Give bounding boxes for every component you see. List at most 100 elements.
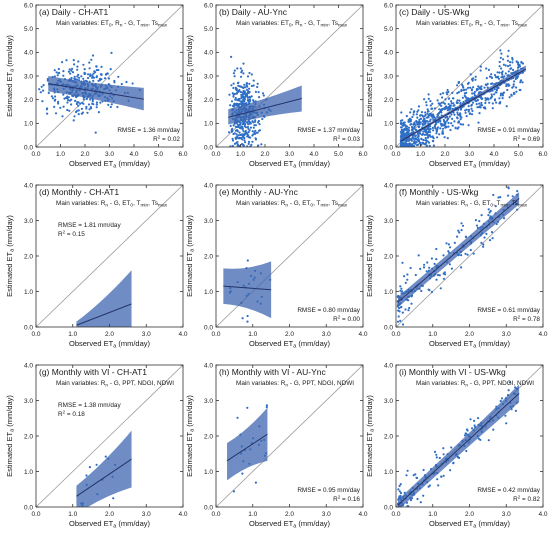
r2-label: R2 = 0.02: [153, 135, 180, 144]
x-tick-label: 2.0: [105, 331, 114, 338]
data-point: [456, 116, 459, 119]
data-point: [495, 89, 498, 92]
data-point: [233, 122, 236, 125]
data-point: [464, 432, 467, 435]
x-tick-label: 1.0: [248, 511, 257, 518]
data-point: [422, 468, 425, 472]
data-point: [487, 439, 490, 442]
data-point: [403, 144, 406, 147]
data-point: [416, 476, 419, 480]
data-point: [500, 76, 503, 79]
data-point: [438, 456, 441, 460]
data-point: [397, 309, 400, 312]
data-point: [243, 139, 246, 142]
data-point: [452, 104, 455, 107]
data-point: [488, 211, 491, 214]
data-point: [425, 144, 428, 147]
y-tick-label: 4.0: [24, 362, 33, 369]
data-point: [231, 137, 234, 140]
y-tick-label: 1.0: [204, 469, 213, 476]
data-point: [475, 224, 479, 227]
data-point: [57, 100, 60, 103]
panel-title: (a) Daily - CH-AT1: [39, 7, 109, 17]
data-point: [435, 278, 438, 281]
data-point: [410, 302, 413, 305]
data-point: [451, 117, 454, 120]
data-point: [500, 52, 503, 55]
data-point: [499, 94, 502, 97]
data-point: [429, 104, 432, 107]
y-axis-label: Estimated ETa (mm/day): [365, 35, 376, 117]
x-tick-label: 5.0: [514, 151, 523, 158]
data-point: [498, 65, 501, 68]
data-point: [265, 406, 268, 409]
data-point: [414, 473, 417, 476]
x-tick-label: 4.0: [538, 511, 547, 518]
data-point: [254, 119, 257, 122]
data-point: [77, 104, 80, 107]
data-point: [47, 91, 50, 95]
data-point: [480, 88, 483, 91]
data-point: [258, 123, 261, 126]
data-point: [407, 128, 410, 131]
data-point: [239, 122, 242, 125]
data-point: [89, 73, 92, 76]
data-point: [476, 106, 479, 109]
data-point: [227, 131, 231, 134]
x-tick-label: 1.0: [248, 331, 257, 338]
data-point: [417, 109, 420, 112]
y-tick-label: 2.0: [384, 97, 393, 104]
data-point: [400, 136, 403, 140]
data-point: [418, 122, 421, 125]
panel-title: (g) Monthly with VI - CH-AT1: [39, 367, 147, 377]
data-point: [432, 129, 435, 132]
data-point: [412, 142, 415, 145]
x-tick-label: 5.0: [154, 151, 163, 158]
data-point: [248, 71, 251, 75]
data-point: [55, 71, 58, 74]
data-point: [446, 88, 449, 92]
data-point: [507, 194, 510, 197]
data-point: [429, 118, 432, 121]
data-point: [431, 139, 434, 143]
data-point: [405, 114, 408, 118]
data-point: [233, 75, 236, 78]
data-point: [75, 78, 79, 81]
data-point: [411, 144, 414, 147]
data-point: [440, 104, 443, 107]
data-point: [456, 111, 459, 114]
data-point: [464, 235, 467, 238]
data-point: [113, 79, 116, 83]
data-point: [470, 78, 474, 81]
data-point: [473, 419, 476, 422]
data-point: [487, 208, 490, 211]
data-point: [497, 196, 500, 199]
x-axis-label: Observed ETa (mm/day): [429, 339, 511, 350]
data-point: [62, 74, 65, 77]
x-tick-label: 1.0: [68, 331, 77, 338]
data-point: [461, 224, 465, 227]
x-tick-label: 2.0: [465, 331, 474, 338]
data-point: [456, 92, 459, 95]
rmse-label: RMSE = 1.38 mm/day: [58, 402, 121, 409]
data-point: [240, 103, 243, 106]
data-point: [416, 116, 419, 119]
data-point: [407, 139, 410, 142]
data-point: [505, 105, 508, 108]
data-point: [425, 104, 428, 107]
data-point: [399, 121, 402, 124]
r2-label: R2 = 0.00: [333, 315, 360, 324]
data-point: [432, 115, 435, 118]
y-tick-label: 0.0: [204, 144, 213, 151]
data-point: [76, 75, 79, 78]
rmse-label: RMSE = 0.61 mm/day: [477, 307, 540, 314]
data-point: [250, 84, 253, 88]
data-point: [461, 96, 464, 99]
data-point: [506, 88, 509, 92]
data-point: [396, 320, 400, 323]
data-point: [70, 69, 73, 72]
data-point: [62, 93, 65, 96]
data-point: [116, 105, 119, 109]
data-point: [422, 118, 425, 121]
data-point: [467, 81, 470, 84]
